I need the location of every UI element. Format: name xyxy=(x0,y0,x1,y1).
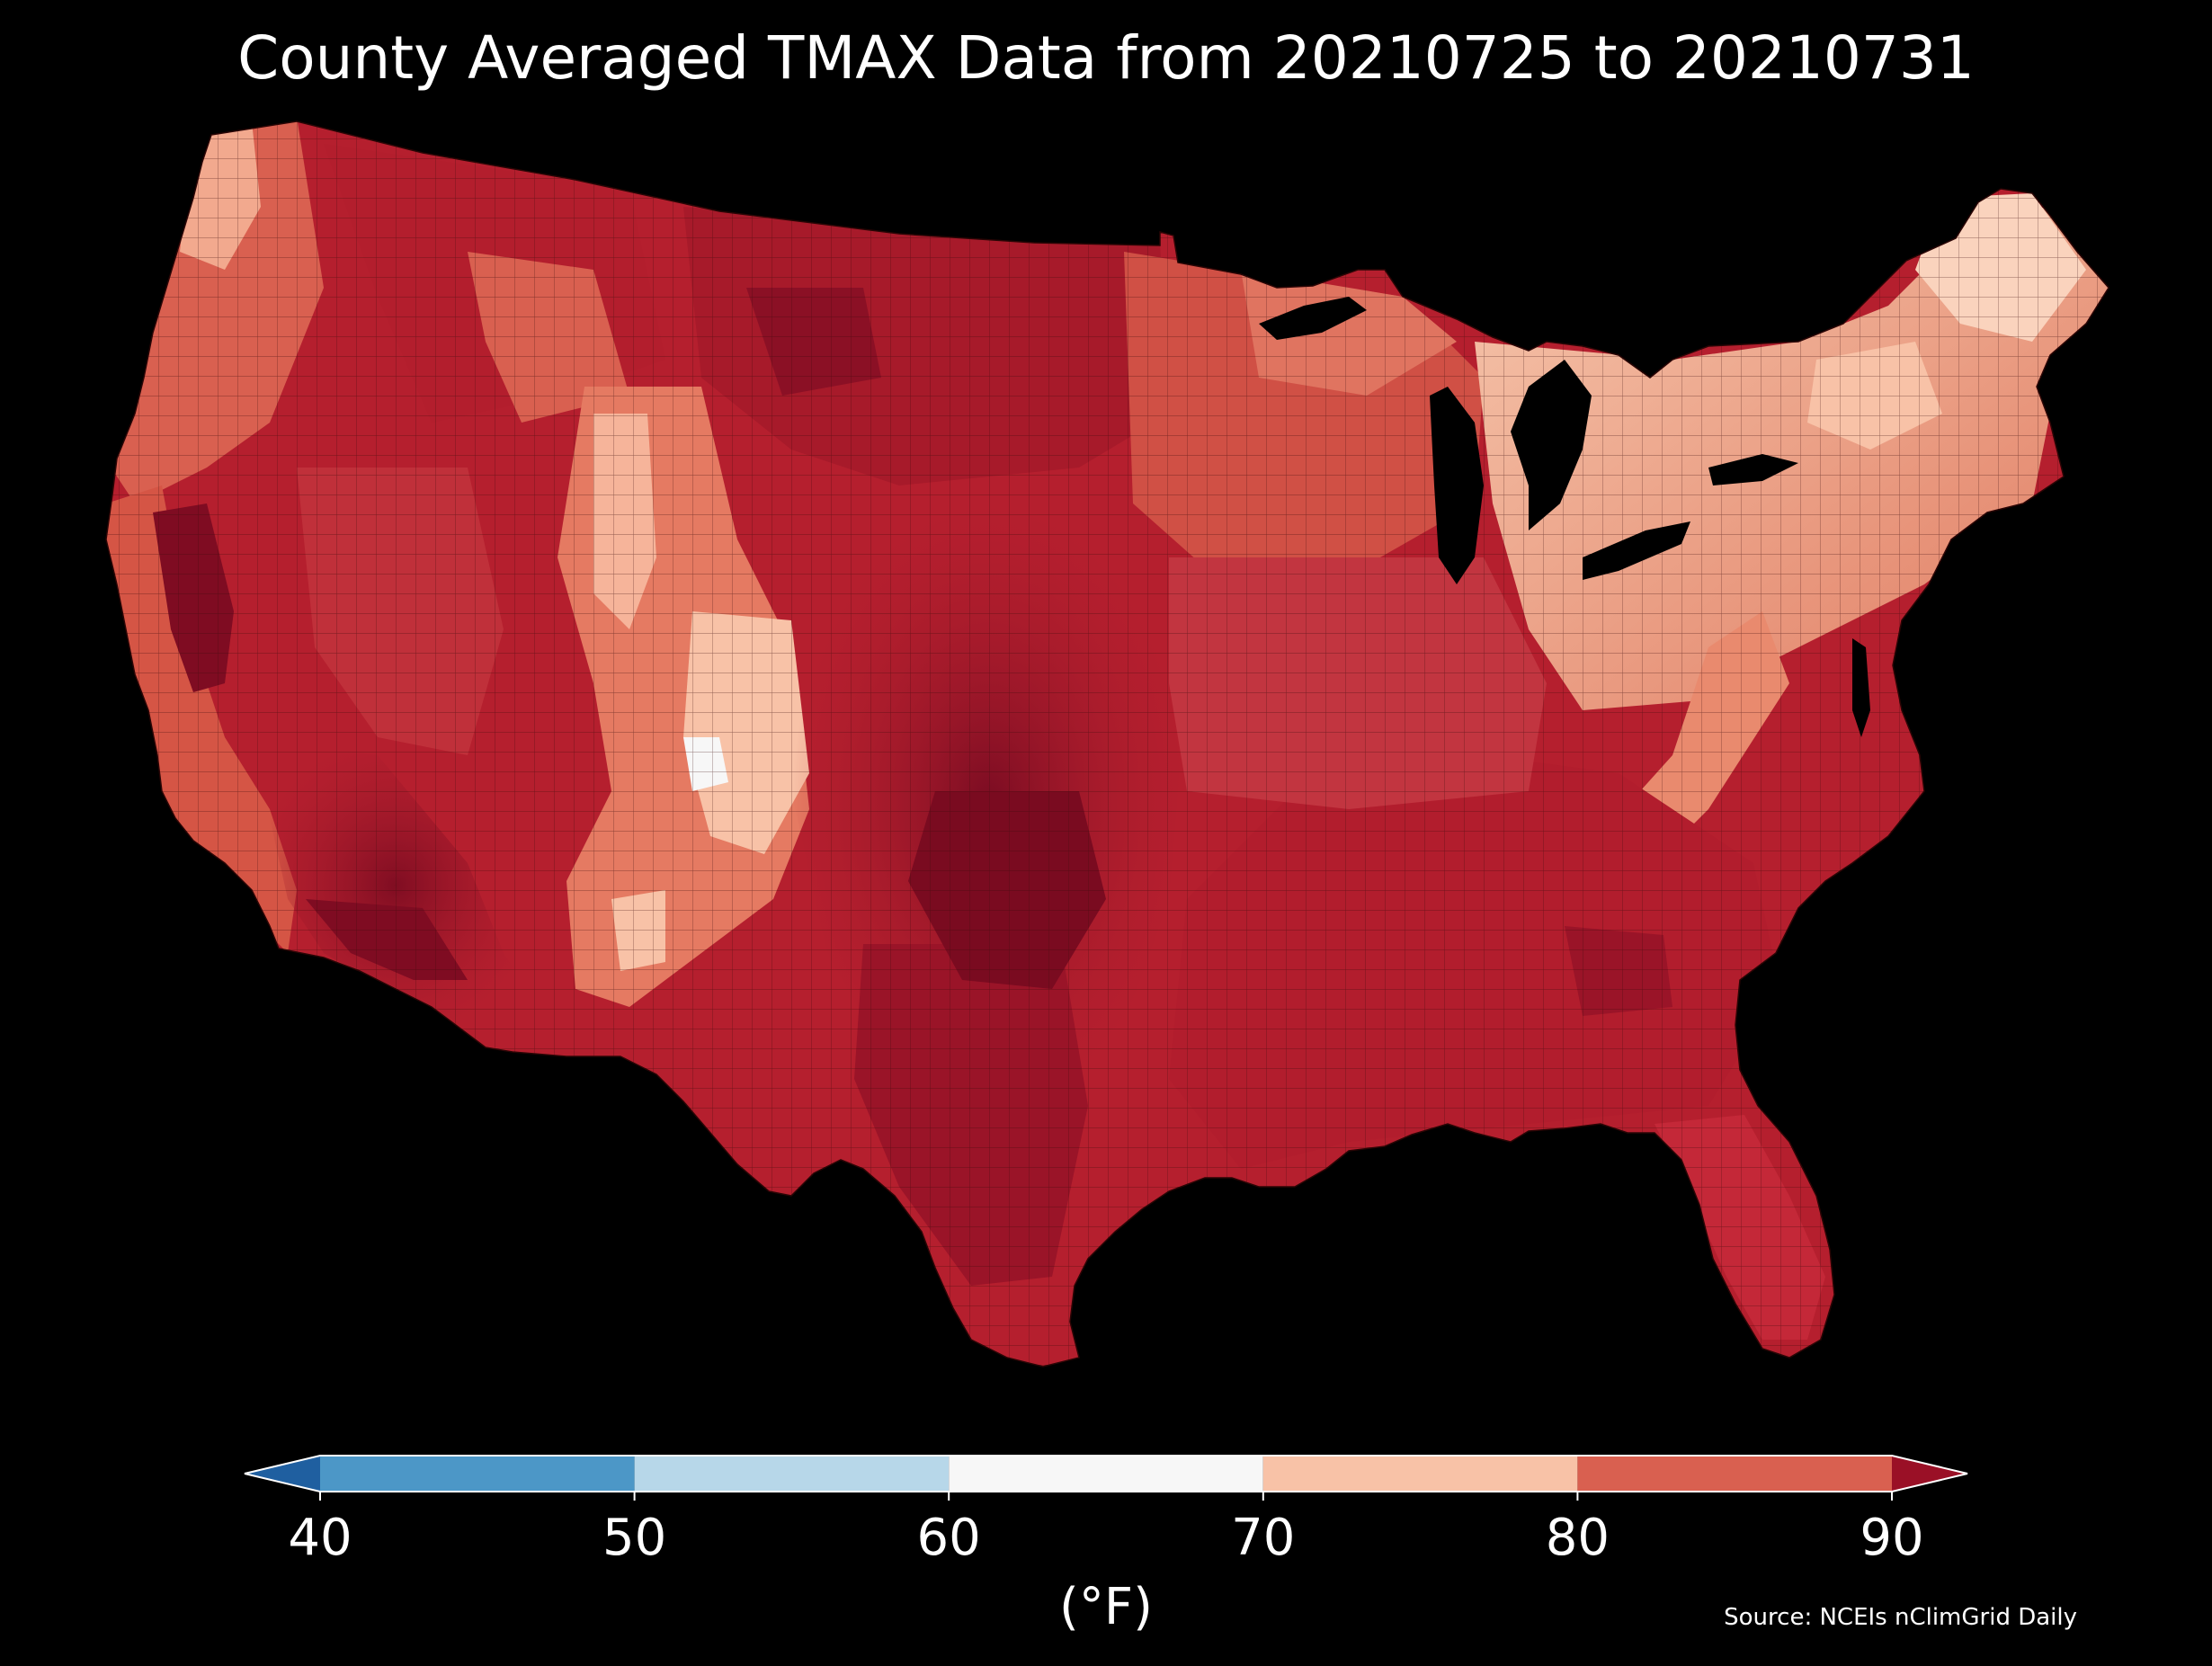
county-boundaries xyxy=(106,121,2109,1367)
colorbar-bin-under xyxy=(245,1456,320,1492)
colorbar-tick-label: 90 xyxy=(1860,1509,1924,1567)
choropleth-map xyxy=(105,120,2109,1368)
map-title: County Averaged TMAX Data from 20210725 … xyxy=(237,23,1975,93)
lake-erie-region xyxy=(1583,521,1690,580)
colorbar-tick-label: 70 xyxy=(1231,1509,1296,1567)
lake-superior-region xyxy=(1259,297,1367,340)
colorbar xyxy=(243,1446,1969,1501)
colorbar-bin-60-70 xyxy=(949,1456,1263,1492)
colorbar-tick-label: 40 xyxy=(288,1509,352,1567)
colorbar-tick-label: 80 xyxy=(1545,1509,1610,1567)
lake-huron-region xyxy=(1511,360,1592,530)
colorbar-tick-label: 50 xyxy=(602,1509,667,1567)
colorbar-bin-80-90 xyxy=(1577,1456,1892,1492)
chesapeake-bay-region xyxy=(1852,638,1870,737)
colorbar-tick-label: 60 xyxy=(916,1509,981,1567)
lake-michigan-region xyxy=(1430,387,1484,584)
lake-ontario-region xyxy=(1708,454,1798,486)
colorbar-bin-over xyxy=(1892,1456,1967,1492)
colorbar-bin-70-80 xyxy=(1262,1456,1578,1492)
colorbar-bin-40-50 xyxy=(320,1456,635,1492)
colorbar-bin-50-60 xyxy=(634,1456,950,1492)
source-credit: Source: NCEIs nClimGrid Daily xyxy=(1724,1604,2077,1631)
colorbar-unit-label: (°F) xyxy=(1059,1578,1153,1636)
